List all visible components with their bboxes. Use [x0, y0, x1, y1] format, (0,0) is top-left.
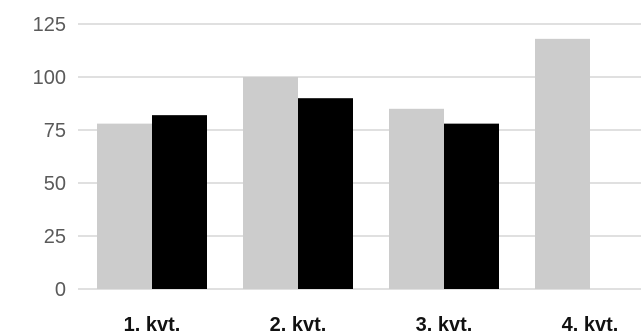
bars	[97, 38, 590, 290]
x-category-label: 3. kvt.	[416, 314, 473, 334]
bar-series-1-2	[243, 77, 298, 289]
y-tick-label: 100	[33, 67, 66, 89]
bar-series-1-4	[535, 38, 590, 290]
bar-series-1-1	[97, 123, 152, 289]
x-category-label: 4. kvt.	[562, 314, 619, 334]
bar-series-2-1	[152, 115, 207, 289]
y-tick-label: 50	[44, 173, 66, 195]
y-tick-label: 125	[33, 14, 66, 36]
x-category-label: 2. kvt.	[270, 314, 327, 334]
y-tick-label: 0	[55, 279, 66, 301]
y-axis-ticks: 0 25 50 75 100 125	[33, 14, 66, 301]
y-tick-label: 25	[44, 226, 66, 248]
bar-series-2-2	[298, 98, 353, 289]
bar-series-1-3	[389, 108, 444, 289]
bar-series-2-3	[444, 123, 499, 289]
x-category-label: 1. kvt.	[124, 314, 181, 334]
x-axis-categories: 1. kvt. 2. kvt. 3. kvt. 4. kvt.	[124, 314, 619, 334]
y-tick-label: 75	[44, 120, 66, 142]
